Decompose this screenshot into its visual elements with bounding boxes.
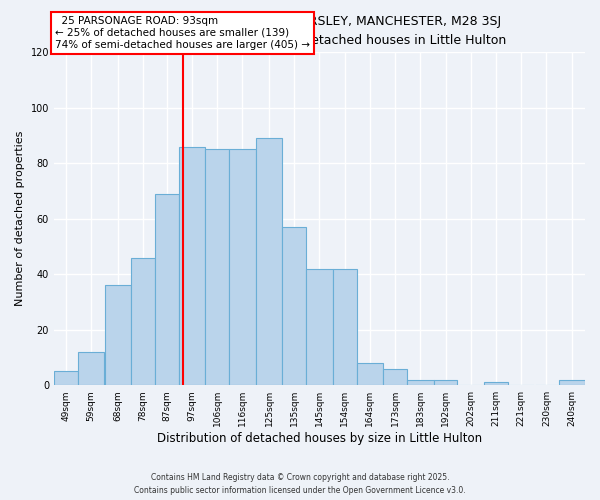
Bar <box>205 150 229 385</box>
Bar <box>283 227 306 385</box>
Bar <box>179 146 205 385</box>
X-axis label: Distribution of detached houses by size in Little Hulton: Distribution of detached houses by size … <box>157 432 482 445</box>
Text: Contains HM Land Registry data © Crown copyright and database right 2025.
Contai: Contains HM Land Registry data © Crown c… <box>134 473 466 495</box>
Bar <box>155 194 179 385</box>
Bar <box>229 150 256 385</box>
Bar <box>333 268 356 385</box>
Bar <box>78 352 104 385</box>
Bar <box>559 380 585 385</box>
Bar <box>434 380 457 385</box>
Bar <box>357 363 383 385</box>
Title: 25, PARSONAGE ROAD, WORSLEY, MANCHESTER, M28 3SJ
Size of property relative to de: 25, PARSONAGE ROAD, WORSLEY, MANCHESTER,… <box>133 15 506 47</box>
Y-axis label: Number of detached properties: Number of detached properties <box>15 131 25 306</box>
Bar <box>256 138 282 385</box>
Bar <box>383 368 407 385</box>
Bar <box>104 286 131 385</box>
Bar <box>54 372 77 385</box>
Bar <box>307 268 332 385</box>
Bar <box>484 382 508 385</box>
Bar <box>407 380 434 385</box>
Text: 25 PARSONAGE ROAD: 93sqm
← 25% of detached houses are smaller (139)
74% of semi-: 25 PARSONAGE ROAD: 93sqm ← 25% of detach… <box>55 16 310 50</box>
Bar <box>131 258 155 385</box>
